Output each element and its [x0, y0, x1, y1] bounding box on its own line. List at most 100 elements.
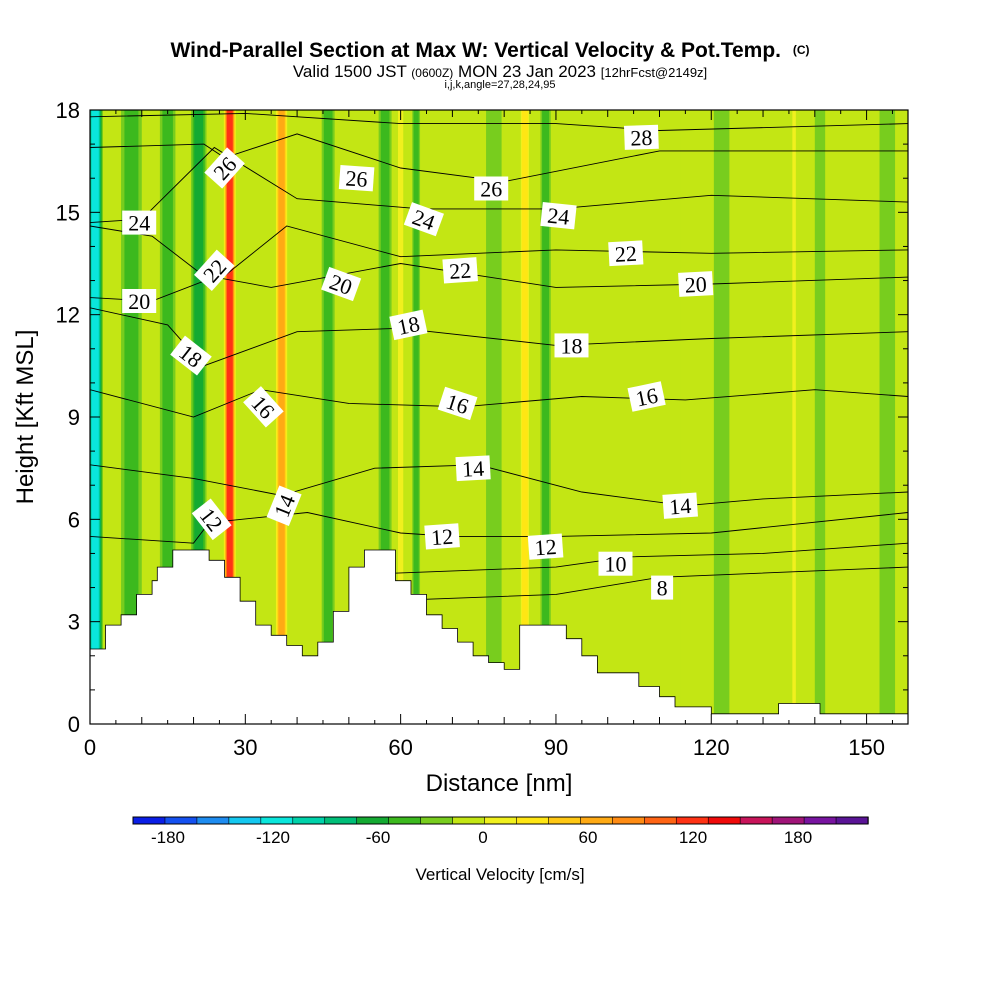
velocity-band-6-1	[323, 110, 333, 724]
contour-label-3: 28	[623, 124, 659, 151]
contour-label-20: 14	[455, 455, 491, 482]
colorbar-swatch-13	[548, 816, 582, 825]
contour-label-8: 22	[442, 257, 478, 284]
colorbar-swatch-9	[420, 816, 454, 825]
colorbar-tick-label-3: 0	[478, 828, 487, 847]
velocity-band-15-0	[713, 110, 730, 724]
colorbar-swatch-11	[484, 816, 518, 825]
terrain	[90, 549, 908, 724]
y-tick-label-9: 9	[68, 405, 80, 430]
contour-label-4: 24	[122, 210, 157, 236]
velocity-band-19-0	[879, 110, 896, 724]
y-tick-label-6: 6	[68, 507, 80, 532]
colorbar-swatch-15	[612, 816, 646, 825]
colorbar-swatch-4	[260, 816, 294, 825]
contour-label-text: 10	[605, 552, 627, 577]
x-tick-label-0: 0	[84, 735, 96, 760]
velocity-band-3-2	[194, 110, 204, 724]
colorbar-swatch-22	[835, 816, 869, 825]
contour-label-text: 26	[345, 165, 369, 191]
colorbar-swatch-3	[228, 816, 262, 825]
colorbar-swatch-6	[324, 816, 358, 825]
velocity-band-7-1	[380, 110, 390, 724]
velocity-band-18-0	[856, 110, 867, 724]
contour-label-text: 20	[128, 289, 150, 314]
velocity-band-4-7	[226, 110, 233, 724]
copyright-mark: (C)	[793, 43, 810, 57]
x-tick-label-30: 30	[233, 735, 257, 760]
velocity-band-11-2	[521, 110, 528, 724]
contour-label-text: 22	[614, 241, 637, 267]
velocity-band-12-1	[542, 110, 550, 724]
colorbar-swatch-14	[580, 816, 614, 825]
contour-label-15: 18	[554, 333, 589, 358]
contour-label-text: 24	[546, 203, 570, 230]
contour-label-17: 16	[437, 386, 478, 421]
colorbar-tick-label-6: 180	[784, 828, 812, 847]
colorbar-tick-label-1: -120	[256, 828, 290, 847]
velocity-band-5-4	[278, 110, 285, 724]
colorbar-swatch-19	[739, 816, 773, 825]
colorbar-swatch-2	[196, 816, 230, 825]
colorbar-swatch-5	[292, 816, 326, 825]
contour-label-12: 20	[678, 271, 714, 298]
theta-contour-24	[90, 146, 908, 224]
velocity-band-13-0	[599, 110, 616, 724]
velocity-band-16-1	[792, 110, 796, 724]
y-tick-label-3: 3	[68, 610, 80, 635]
colorbar-swatch-16	[643, 816, 677, 825]
subtitle-utc: (0600Z)	[411, 66, 453, 80]
colorbar-swatch-18	[707, 816, 741, 825]
colorbar-swatch-7	[356, 816, 390, 825]
colorbar-swatch-21	[803, 816, 837, 825]
contour-label-text: 16	[633, 382, 660, 411]
velocity-band-10-0	[486, 110, 502, 724]
colorbar-tick-label-2: -60	[366, 828, 391, 847]
theta-contour-22	[90, 225, 908, 285]
contour-label-text: 22	[448, 258, 472, 284]
velocity-band-17-0	[814, 110, 826, 724]
x-tick-label-90: 90	[544, 735, 568, 760]
colorbar-swatch-20	[771, 816, 805, 825]
subtitle-date: MON 23 Jan 2023	[458, 62, 596, 81]
x-tick-label-120: 120	[693, 735, 730, 760]
colorbar-swatch-8	[388, 816, 422, 825]
theta-contour-8	[374, 566, 908, 602]
contour-label-text: 14	[668, 493, 692, 519]
contour-label-text: 8	[657, 576, 668, 601]
contour-label-text: 28	[630, 125, 653, 151]
colorbar-swatch-0	[132, 816, 166, 825]
colorbar-swatch-17	[675, 816, 709, 825]
chart-title: Wind-Parallel Section at Max W: Vertical…	[170, 39, 809, 62]
velocity-band-1-1	[124, 110, 139, 724]
x-tick-label-60: 60	[388, 735, 412, 760]
colorbar-label: Vertical Velocity [cm/s]	[415, 865, 584, 884]
y-tick-label-12: 12	[56, 303, 80, 328]
theta-contour-12	[90, 512, 908, 544]
chart-subtitle: Valid 1500 JST (0600Z) MON 23 Jan 2023 […	[293, 62, 707, 81]
contour-label-1: 26	[338, 165, 375, 192]
theta-contour-26	[90, 133, 908, 183]
contour-label-25: 10	[598, 551, 633, 577]
contour-label-text: 18	[395, 311, 422, 340]
colorbar-tick-label-4: 60	[579, 828, 598, 847]
contour-label-text: 18	[561, 333, 583, 358]
y-tick-label-18: 18	[56, 98, 80, 123]
contour-label-text: 26	[480, 177, 502, 202]
y-tick-label-0: 0	[68, 712, 80, 737]
contour-label-18: 16	[627, 381, 666, 412]
subtitle-forecast: [12hrFcst@2149z]	[601, 65, 707, 80]
contour-label-14: 18	[389, 309, 428, 341]
contour-label-text: 12	[430, 524, 454, 550]
theta-contour-18	[90, 307, 908, 367]
contour-label-23: 12	[424, 523, 460, 550]
colorbar-swatch-1	[164, 816, 198, 825]
contour-label-2: 26	[474, 176, 509, 202]
contour-label-text: 20	[684, 271, 707, 297]
colorbar-tick-label-0: -180	[151, 828, 185, 847]
colorbar: -180 -120 -60 0 60 120 180	[132, 816, 869, 847]
velocity-band-2-1	[162, 110, 173, 724]
